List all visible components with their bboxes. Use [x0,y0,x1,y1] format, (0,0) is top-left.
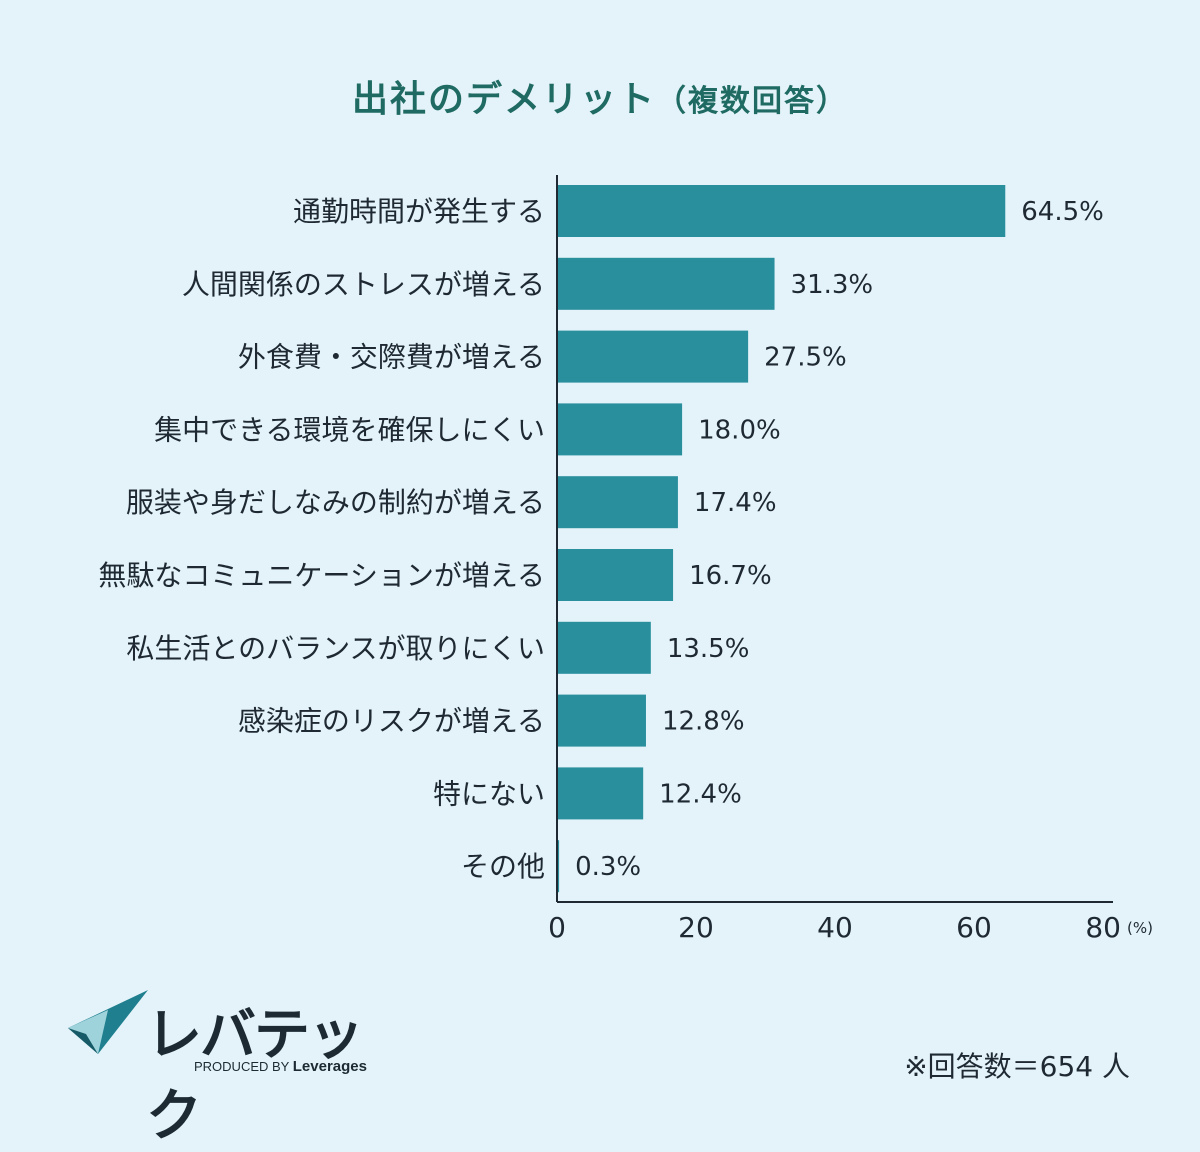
logo-name: レバテック [146,1003,364,1149]
bar [557,549,674,601]
bar [557,840,560,893]
category-label: 服装や身だしなみの制約が増える [126,486,545,519]
x-tick-label: 80 [1085,911,1121,944]
value-label: 64.5% [1021,197,1104,227]
chart-title-main: 出社のデメリット [351,79,656,120]
x-tick-label: 60 [956,911,992,944]
x-tick-label: 40 [817,911,853,944]
bar [557,403,683,456]
bar [557,185,1006,237]
value-label: 17.4% [694,488,777,518]
category-label: その他 [461,850,545,883]
category-label: 人間関係のストレスが増える [182,268,545,301]
value-label: 12.4% [659,779,742,809]
value-label: 12.8% [662,707,745,737]
value-label: 31.3% [791,270,874,300]
respondent-count-note: ※回答数＝654 人 [904,1050,1130,1083]
category-label: 外食費・交際費が増える [238,341,545,374]
bar [557,257,775,310]
category-label: 私生活とのバランスが取りにくい [126,632,545,665]
value-label: 0.3% [575,852,641,882]
value-label: 18.0% [698,415,781,445]
category-label: 無駄なコミュニケーションが増える [98,559,545,592]
category-label: 集中できる環境を確保しにくい [154,413,545,446]
x-tick-label: 0 [548,911,566,944]
x-axis-unit: (%) [1127,919,1153,937]
category-label: 通勤時間が発生する [293,195,545,228]
logo-brand: Leverages [292,1058,367,1075]
logo-produced-by: PRODUCED BY [194,1059,290,1074]
bar [557,476,678,529]
value-label: 13.5% [667,634,750,664]
bar [557,330,749,383]
leverages-logo: レバテック PRODUCED BY Leverages [68,990,398,1149]
logo-tagline: PRODUCED BY Leverages [194,1058,367,1075]
bar [557,621,651,674]
chart-title-sub: （複数回答） [656,84,848,119]
value-label: 16.7% [689,561,772,591]
category-label: 感染症のリスクが増える [238,705,545,738]
x-tick-label: 20 [678,911,714,944]
category-label: 特にない [433,777,545,810]
bar [557,767,644,820]
bar [557,694,646,747]
value-label: 27.5% [764,343,847,373]
chart-title: 出社のデメリット（複数回答） [0,70,1200,122]
logo-mark-icon [68,990,148,1054]
